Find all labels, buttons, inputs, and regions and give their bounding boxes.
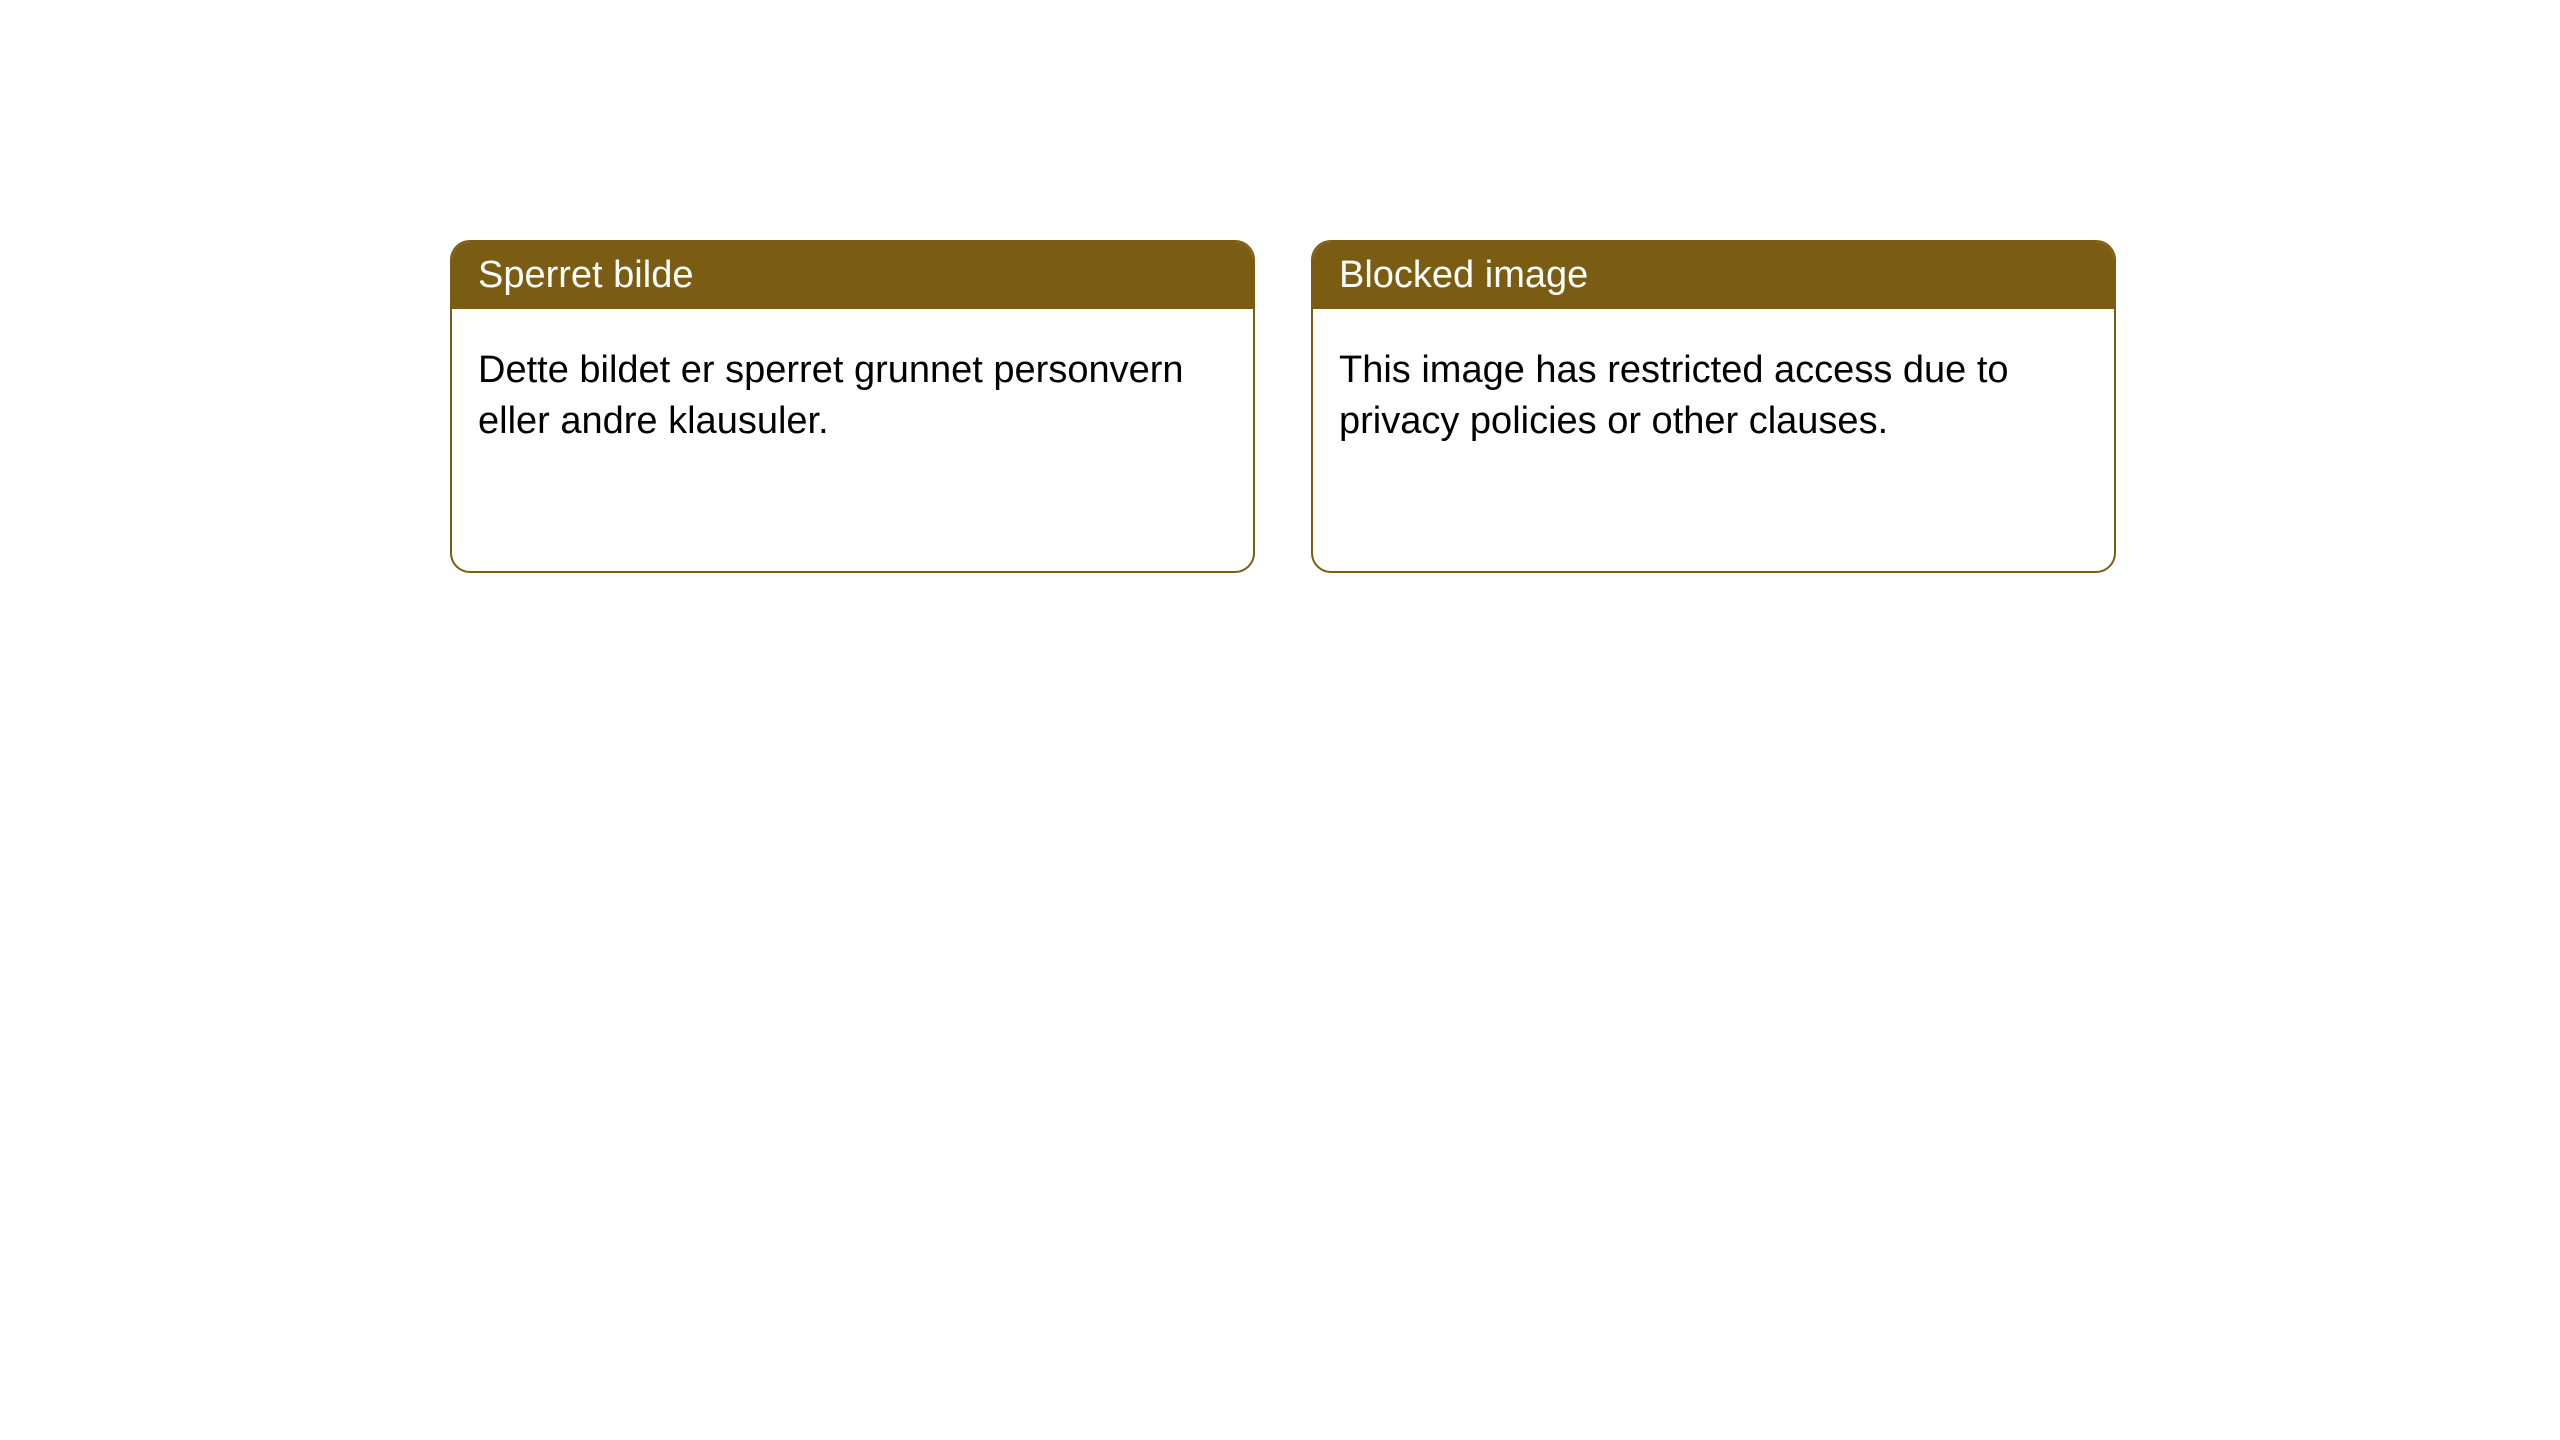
card-body-text-no: Dette bildet er sperret grunnet personve… [478, 349, 1184, 442]
notice-cards-container: Sperret bilde Dette bildet er sperret gr… [450, 240, 2116, 573]
blocked-image-card-en: Blocked image This image has restricted … [1311, 240, 2116, 573]
card-header-no: Sperret bilde [452, 242, 1253, 309]
card-title-no: Sperret bilde [478, 254, 693, 296]
card-body-no: Dette bildet er sperret grunnet personve… [452, 309, 1253, 484]
blocked-image-card-no: Sperret bilde Dette bildet er sperret gr… [450, 240, 1255, 573]
card-header-en: Blocked image [1313, 242, 2114, 309]
card-body-text-en: This image has restricted access due to … [1339, 349, 2009, 442]
card-title-en: Blocked image [1339, 254, 1588, 296]
card-body-en: This image has restricted access due to … [1313, 309, 2114, 484]
